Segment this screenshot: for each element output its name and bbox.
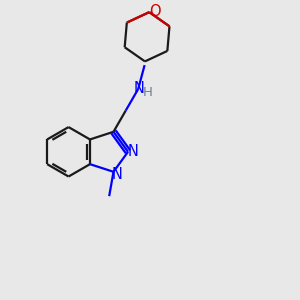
Text: O: O [149, 4, 160, 19]
Text: N: N [128, 144, 139, 159]
Text: N: N [112, 167, 122, 182]
Text: N: N [134, 82, 144, 97]
Text: H: H [142, 86, 152, 99]
